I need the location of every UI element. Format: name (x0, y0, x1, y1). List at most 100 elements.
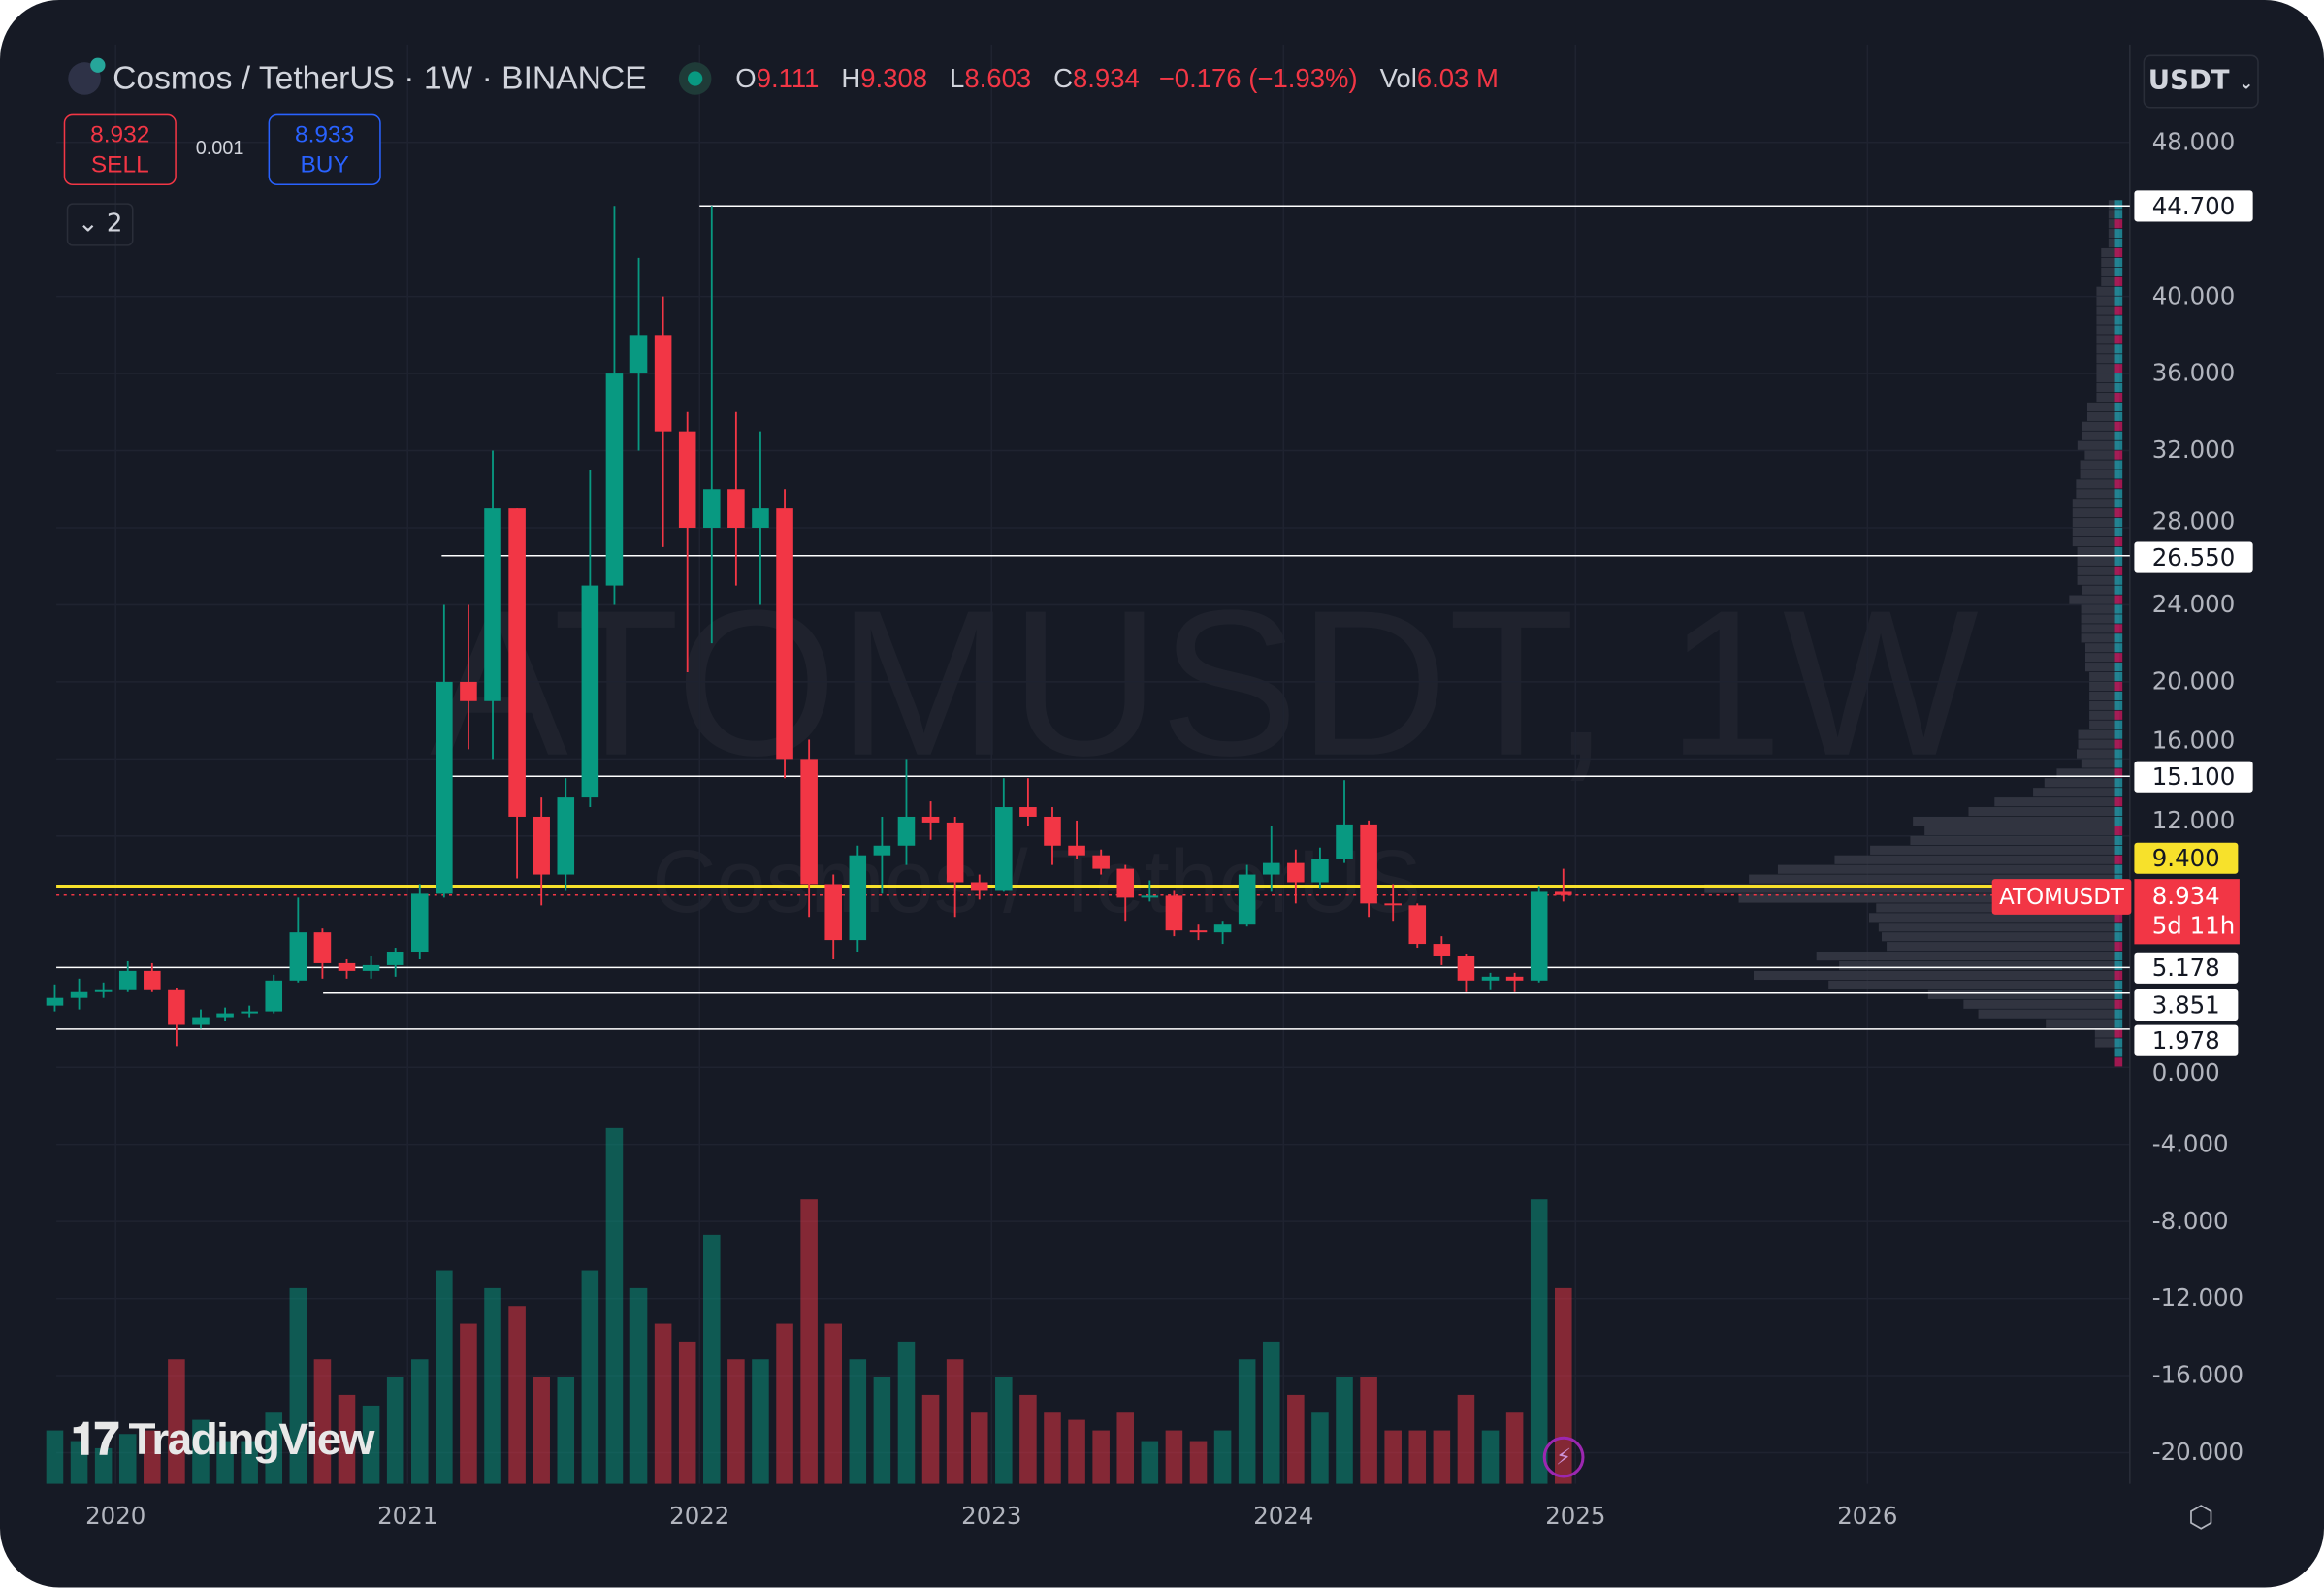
volume-profile-bar (2096, 364, 2120, 373)
buy-label: BUY (300, 152, 349, 178)
candle-body (1189, 930, 1208, 933)
volume-bar (436, 1270, 453, 1484)
volume-profile-bar (2078, 739, 2120, 749)
volume-bar (1044, 1412, 1061, 1484)
volume-profile-delta (2114, 864, 2123, 874)
volume-profile-bar (1816, 952, 2120, 961)
candle-body (118, 970, 137, 990)
volume-profile-bar (2072, 499, 2120, 508)
volume-profile-bar (2096, 392, 2120, 403)
volume-profile-delta (2114, 247, 2123, 258)
volume-profile-delta (2114, 739, 2123, 749)
candle-body (654, 335, 672, 432)
volume-profile-delta (2114, 267, 2123, 276)
volume-profile-bar (1978, 1009, 2120, 1019)
candle-body (629, 335, 648, 374)
volume-profile-delta (2114, 450, 2123, 460)
chevron-down-icon: ⌄ (2239, 72, 2254, 94)
buy-button[interactable]: 8.933 BUY (268, 113, 381, 186)
candle-body (508, 508, 526, 817)
volume-bar (1213, 1430, 1232, 1484)
level-tag: 15.100 (2134, 761, 2253, 793)
volume-profile-bar (2082, 431, 2120, 440)
candle-body (727, 489, 745, 528)
market-status-icon[interactable] (679, 62, 712, 95)
symbol-title[interactable]: Cosmos / TetherUS · 1W · BINANCE (113, 59, 647, 97)
volume-profile-bar (2072, 536, 2120, 547)
volume-profile-bar (2072, 518, 2120, 528)
volume-profile-bar (2096, 315, 2120, 325)
y-tick-label: -20.000 (2151, 1438, 2244, 1467)
volume-profile-bar (2056, 768, 2120, 778)
alert-price-tag[interactable]: 9.400 (2134, 842, 2239, 874)
level-tag: 1.978 (2134, 1024, 2239, 1056)
candle-body (1433, 944, 1451, 956)
x-tick-label: 2020 (85, 1501, 146, 1530)
volume-profile-bar (2096, 354, 2120, 364)
volume-bar (970, 1412, 988, 1484)
volume-bar (1238, 1359, 1256, 1484)
volume-bar (168, 1359, 185, 1484)
low-label: L (950, 62, 965, 93)
volume-profile-delta (2114, 200, 2123, 210)
volume-profile-delta (2114, 643, 2123, 653)
volume-bar (508, 1306, 526, 1484)
volume-profile-delta (2114, 614, 2123, 624)
volume-profile-delta (2114, 653, 2123, 663)
candle-body (216, 1013, 234, 1018)
volume-profile-delta (2114, 421, 2123, 431)
volume-profile-bar (2077, 556, 2120, 566)
volume-profile-delta (2114, 604, 2123, 614)
volume-bar (118, 1434, 137, 1484)
volume-profile-bar (2084, 663, 2120, 672)
volume-bar (362, 1405, 380, 1484)
volume-bar (216, 1441, 234, 1484)
lightning-icon[interactable]: ⚡ (1542, 1436, 1585, 1478)
x-tick-label: 2026 (1837, 1501, 1898, 1530)
volume-profile-delta (2114, 325, 2123, 335)
volume-bar (289, 1287, 307, 1484)
settings-gear-icon[interactable]: ⬡ (2187, 1498, 2214, 1535)
volume-profile-bar (1927, 989, 2120, 999)
volume-bar (70, 1441, 88, 1484)
volume-bar (1092, 1430, 1110, 1484)
volume-profile-bar (2096, 344, 2120, 354)
volume-profile-bar (2081, 614, 2120, 624)
volume-profile-bar (1882, 932, 2120, 942)
tradingview-logo[interactable]: 𝟏𝟕 TradingView (71, 1415, 374, 1466)
sell-button[interactable]: 8.932 SELL (63, 113, 177, 186)
tv-logo-icon: 𝟏𝟕 (71, 1415, 129, 1465)
volume-profile-delta (2114, 1019, 2123, 1028)
volume-bar (1165, 1430, 1183, 1484)
volume-profile-delta (2114, 729, 2123, 739)
candle-body (484, 508, 501, 701)
volume-profile-delta (2114, 845, 2123, 855)
collapse-indicators-button[interactable]: ⌄ 2 (66, 203, 134, 246)
volume-bar (1360, 1377, 1377, 1484)
candle-body (873, 845, 891, 856)
volume-profile-delta (2114, 816, 2123, 826)
volume-profile-delta (2114, 344, 2123, 354)
volume-profile-delta (2114, 663, 2123, 672)
volume-profile-bar (2086, 402, 2120, 412)
volume-profile-bar (1828, 980, 2120, 989)
volume-profile-delta (2114, 219, 2123, 229)
volume-bar (192, 1419, 210, 1484)
volume-profile-delta (2114, 518, 2123, 528)
volume-profile-bar (2101, 276, 2120, 286)
volume-profile-delta (2114, 1048, 2123, 1057)
candle-body (897, 816, 916, 846)
volume-bar (46, 1430, 64, 1484)
volume-profile-bar (2094, 1038, 2120, 1048)
volume-profile-bar (2101, 267, 2120, 276)
volume-profile-delta (2114, 923, 2123, 932)
currency-selector[interactable]: USDT ⌄ (2143, 54, 2259, 109)
level-tag: 3.851 (2134, 988, 2239, 1021)
volume-profile-delta (2114, 826, 2123, 836)
volume-profile-delta (2114, 1038, 2123, 1048)
high-label: H (841, 62, 861, 93)
volume-profile-bar (1868, 913, 2120, 923)
volume-profile-delta (2114, 624, 2123, 633)
volume-profile-delta (2114, 373, 2123, 383)
